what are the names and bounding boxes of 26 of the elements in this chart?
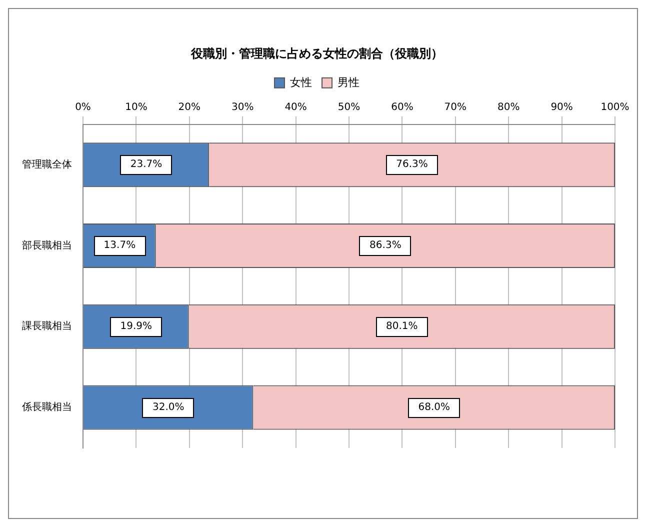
data-label: 32.0% [152, 402, 184, 414]
data-label: 68.0% [418, 402, 450, 414]
y-tick-label: 部長職相当 [22, 239, 72, 252]
data-label: 23.7% [130, 159, 162, 170]
legend-label: 男性 [338, 76, 360, 89]
x-tick-label: 40% [284, 102, 307, 113]
data-label: 80.1% [386, 321, 418, 332]
data-label: 13.7% [104, 240, 136, 252]
x-tick-label: 90% [550, 102, 573, 113]
y-tick-label: 課長職相当 [22, 320, 72, 332]
x-tick-label: 0% [75, 102, 91, 113]
y-tick-label: 係長職相当 [22, 401, 72, 414]
chart-title: 役職別・管理職に占める女性の割合（役職別） [190, 46, 443, 60]
data-label: 86.3% [370, 240, 402, 252]
x-tick-label: 100% [600, 102, 630, 113]
data-label: 76.3% [396, 159, 428, 170]
data-label: 19.9% [120, 321, 152, 332]
x-tick-label: 30% [231, 102, 254, 113]
x-tick-label: 70% [444, 102, 467, 113]
x-tick-label: 20% [178, 102, 201, 113]
x-tick-label: 60% [391, 102, 414, 113]
x-tick-label: 50% [338, 102, 360, 113]
y-tick-label: 管理職全体 [22, 158, 72, 170]
legend-label: 女性 [290, 76, 312, 89]
x-tick-label: 80% [497, 102, 520, 113]
x-tick-label: 10% [125, 102, 148, 113]
